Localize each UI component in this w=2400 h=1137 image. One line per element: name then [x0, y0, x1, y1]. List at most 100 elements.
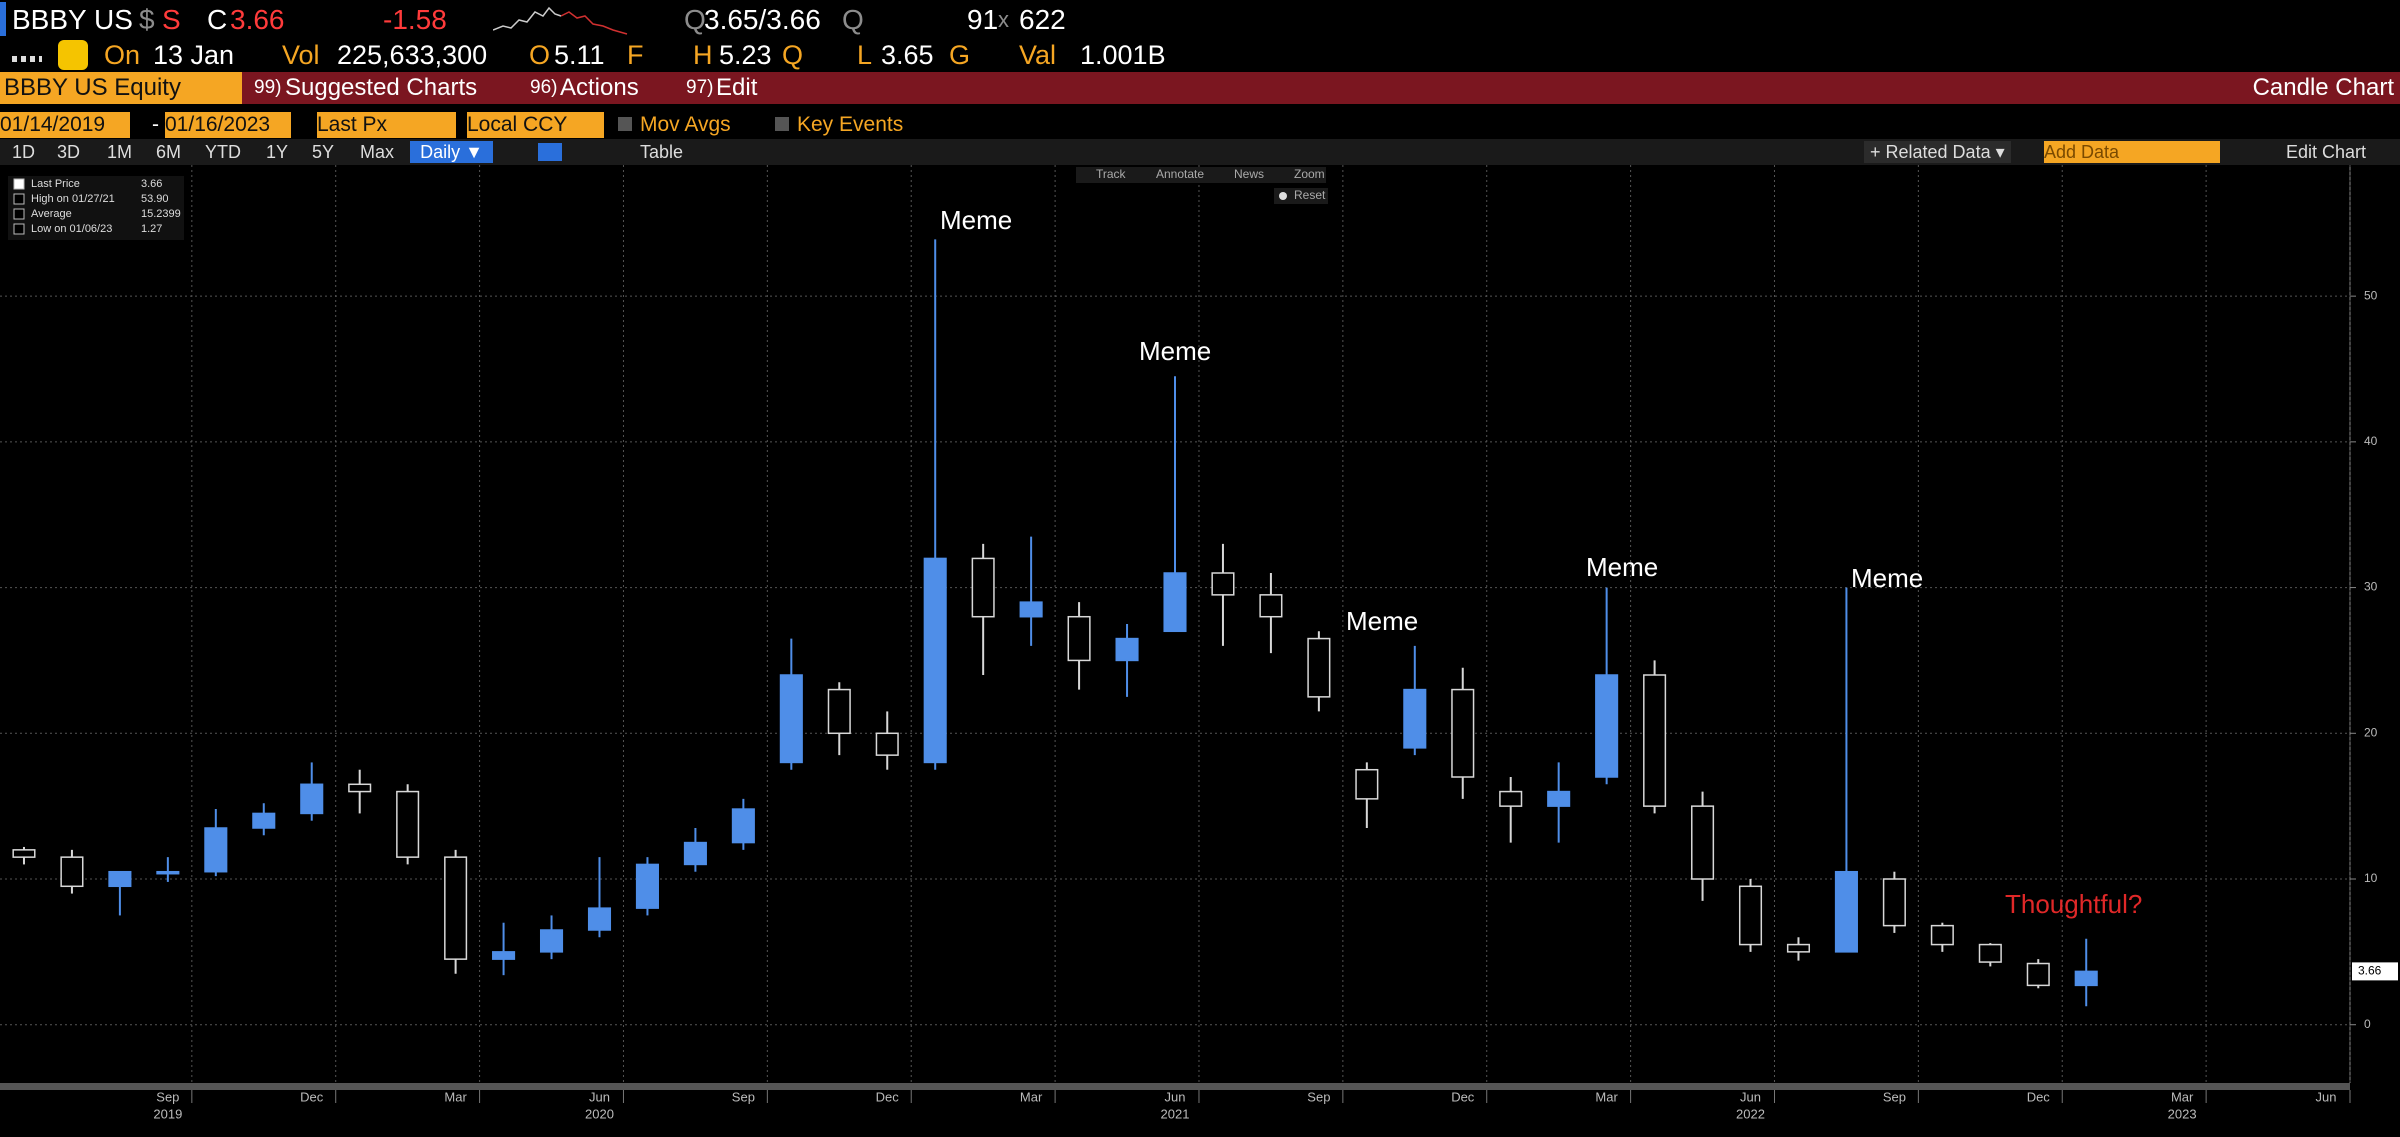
period[interactable]: 1M [107, 142, 133, 162]
reset-icon [1279, 192, 1287, 200]
chart-tool[interactable]: Zoom [1294, 167, 1325, 181]
reset-label[interactable]: Reset [1294, 188, 1326, 202]
candle-body [1499, 790, 1523, 807]
x-tick-label: Sep [1883, 1089, 1906, 1104]
candle-body [204, 827, 228, 873]
legend-value: 1.27 [141, 223, 162, 235]
end-date[interactable]: 01/16/2023 [165, 112, 291, 138]
frequency[interactable]: Daily ▼ [410, 141, 493, 163]
chart-tool[interactable]: Track [1096, 167, 1127, 181]
x-tick-label: Jun [2316, 1089, 2337, 1104]
x-tick-label: Dec [876, 1089, 900, 1104]
high: 5.23 [719, 40, 772, 70]
candle-body [731, 808, 755, 844]
on-label: On [104, 40, 141, 70]
menu-item[interactable]: Suggested Charts [285, 74, 478, 101]
candle-body [1786, 943, 1811, 953]
bid-size: 91 [967, 4, 999, 35]
x-tick-label: Jun [1740, 1089, 1761, 1104]
menu-item[interactable]: Actions [560, 74, 639, 101]
candle-body [1067, 615, 1091, 662]
legend-box [8, 176, 184, 240]
x-year-label: 2022 [1736, 1106, 1765, 1121]
legend-swatch [13, 193, 25, 205]
candle-body [1930, 924, 1954, 946]
x-year-label: 2020 [585, 1106, 614, 1121]
key-events[interactable]: Key Events [797, 113, 904, 136]
chart-style-icon[interactable] [538, 143, 562, 161]
legend-value: 53.90 [141, 193, 169, 205]
size-separator: x [998, 7, 1009, 32]
legend-value: 3.66 [141, 178, 162, 190]
menu-number: 97) [686, 77, 714, 98]
y-tick-label: 50 [2364, 288, 2378, 302]
val-label: Val [1019, 40, 1057, 70]
period[interactable]: Max [360, 142, 395, 162]
period[interactable]: 1D [12, 142, 36, 162]
y-tick-label: 10 [2364, 871, 2378, 885]
y-tick-label: 30 [2364, 580, 2378, 594]
menu-number: 99) [254, 77, 282, 98]
candle-body [60, 856, 84, 888]
x-tick-label: Dec [1451, 1089, 1475, 1104]
field-select[interactable]: Last Px [317, 112, 456, 138]
start-date[interactable]: 01/14/2019 [0, 112, 130, 138]
checkbox[interactable] [775, 117, 789, 131]
edit-chart[interactable]: Edit Chart [2286, 142, 2367, 162]
security[interactable]: BBBY US Equity [4, 74, 181, 101]
candle-body [348, 783, 372, 793]
legend-label: Low on 01/06/23 [31, 223, 112, 235]
annotation: Meme [1139, 336, 1211, 366]
annotation: Meme [1851, 563, 1923, 593]
menu-number: 96) [530, 77, 558, 98]
annotation: Meme [1346, 606, 1418, 636]
menu-item[interactable]: Edit [716, 74, 758, 101]
annotation: Thoughtful? [2005, 889, 2142, 919]
currency-symbol: $ [139, 4, 155, 35]
candle-body [1211, 572, 1235, 596]
candle-body [396, 790, 420, 858]
legend-label: Average [31, 208, 72, 220]
table-button[interactable]: Table [640, 142, 684, 162]
add-data[interactable]: Add Data [2044, 141, 2220, 163]
candle-body [779, 674, 803, 764]
open-flag: F [627, 40, 644, 70]
mov-avgs[interactable]: Mov Avgs [640, 113, 731, 136]
candle-body [444, 856, 468, 960]
checkbox[interactable] [618, 117, 632, 131]
candle-body [971, 557, 995, 618]
related-data[interactable]: + Related Data ▾ [1864, 141, 2011, 163]
period[interactable]: 1Y [266, 142, 289, 162]
low: 3.65 [881, 40, 934, 70]
candle-body [1547, 790, 1571, 807]
period[interactable]: 5Y [312, 142, 335, 162]
period[interactable]: 3D [57, 142, 81, 162]
candle-body [1882, 878, 1906, 927]
sparkline [493, 6, 628, 35]
bid-ask: 3.65/3.66 [704, 4, 821, 35]
candle-body [1403, 688, 1427, 749]
annotation: Meme [940, 205, 1012, 235]
chart-tool[interactable]: News [1234, 167, 1264, 181]
legend-swatch [13, 178, 25, 190]
candle-body [875, 732, 899, 756]
reset-button[interactable] [1274, 188, 1328, 204]
x-year-label: 2021 [1161, 1106, 1190, 1121]
vol-label: Vol [282, 40, 320, 70]
candle-body [635, 863, 659, 909]
last-price-label: 3.66 [2358, 964, 2382, 978]
candle-body [1451, 688, 1475, 778]
period[interactable]: YTD [205, 142, 241, 162]
chart-tool[interactable]: Annotate [1156, 167, 1204, 181]
candle-body [108, 870, 132, 888]
candle-body [300, 783, 324, 815]
bid-flag: Q [684, 4, 706, 35]
alert-icon[interactable] [58, 40, 88, 70]
period[interactable]: 6M [156, 142, 182, 162]
security-box[interactable] [0, 72, 242, 104]
x-tick-label: Mar [444, 1089, 467, 1104]
y-tick-label: 40 [2364, 434, 2378, 448]
last-price-tag [2352, 962, 2398, 981]
currency-select[interactable]: Local CCY [467, 112, 604, 138]
candle-body [1019, 601, 1043, 618]
